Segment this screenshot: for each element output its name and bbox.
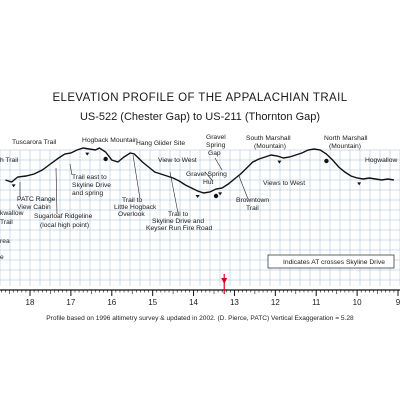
legend-box [267,254,395,269]
label-little-hogback-3: Overlook [118,211,145,218]
mile-label: 18 [26,298,35,307]
page-title: ELEVATION PROFILE OF THE APPALACHIAN TRA… [52,92,348,104]
label-trail-east-1: Trail east to [72,174,107,181]
shelter-marker [213,193,219,199]
label-trail-to-skyline-2: Skyline Drive and [152,218,204,225]
label-gravel-spring-hut-2: Hut [203,179,214,186]
mile-label: 11 [312,298,321,307]
mile-label: 10 [353,298,362,307]
label-trail-east-2: Skyline Drive [72,182,111,189]
mile-axis-labels: 18 17 16 15 14 13 12 11 10 9 [26,298,400,307]
label-tuscarora-trail: Tuscarora Trail [12,139,57,146]
label-hang-glider-site: Hang Glider Site [136,140,185,147]
mile-label: 9 [396,298,400,307]
legend-text: Indicates AT crosses Skyline Drive [283,259,385,266]
label-browntown-2: Trail [246,205,259,212]
label-patc-cabin-2: View Cabin [17,204,51,211]
left-label-e: e [0,254,4,261]
label-view-to-west: View to West [158,157,197,164]
mile-axis-ticks [1,290,399,296]
mile-label: 14 [189,298,198,307]
label-gravel-spring-gap-1: Gravel [206,134,226,141]
label-south-marshall-1: South Marshall [246,135,291,142]
skyline-crossing-marker [85,152,90,156]
mile-label: 17 [66,298,75,307]
skyline-crossing-marker [277,160,282,164]
mile-label: 15 [148,298,157,307]
left-label-trail-2: Trail [0,219,13,226]
left-label-trail: h Trail [0,157,19,164]
label-hogwallow: Hogwallow [365,157,398,164]
label-browntown-1: Browntown [236,197,269,204]
shelter-marker [324,158,329,164]
label-patc-cabin-1: PATC Range [17,196,56,203]
label-views-to-west: Views to West [263,180,305,187]
label-gravel-spring-hut-1: Gravel Spring [186,171,227,178]
label-gravel-spring-gap-3: Gap [208,150,221,157]
label-little-hogback-2: Little Hogback [114,204,157,211]
label-trail-to-skyline-1: Trail to [168,211,188,218]
profile-markers [11,152,362,199]
label-sugarloaf-2: (local high point) [40,222,89,229]
label-trail-to-skyline-3: Keyser Run Fire Road [146,225,212,232]
skyline-crossing-marker [218,192,223,196]
left-label-area: rea [0,238,10,245]
left-label-hogwallow: kwallow [0,210,24,217]
mile-label: 12 [271,298,280,307]
mile-label: 16 [107,298,116,307]
skyline-crossing-marker [195,195,200,198]
leader-lines [19,154,249,215]
elevation-profile-line [5,147,395,194]
label-trail-east-3: and spring [72,190,104,197]
skyline-crossing-marker [11,184,16,188]
label-gravel-spring-gap-2: Spring [206,142,226,149]
skyline-crossing-marker [357,182,362,186]
mile-label: 13 [230,298,239,307]
label-sugarloaf-1: Sugarloaf Ridgeline [34,213,93,220]
profile-footnote: Profile based on 1996 altimetry survey &… [46,315,354,322]
label-north-marshall-2: (Mountain) [329,143,361,150]
page-subtitle: US-522 (Chester Gap) to US-211 (Thornton… [79,111,321,123]
shelter-marker [103,156,108,162]
label-north-marshall-1: North Marshall [324,135,368,142]
label-south-marshall-2: (Mountain) [254,143,286,150]
position-marker-arrow [221,278,228,284]
label-hogback-mountain: Hogback Mountain [82,137,138,144]
label-little-hogback-1: Trail to [122,197,142,204]
mile-position-marker [221,274,228,294]
